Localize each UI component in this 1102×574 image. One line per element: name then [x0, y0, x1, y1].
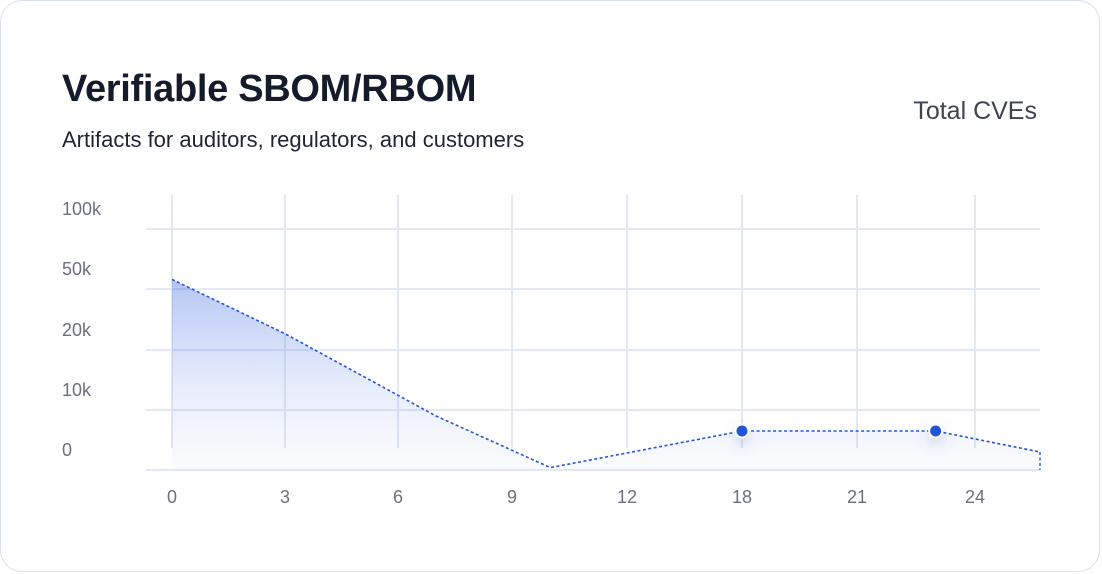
- chart-markers: [734, 423, 944, 439]
- data-point-dot: [930, 425, 942, 437]
- y-tick-100k: 100k: [62, 199, 102, 219]
- data-point-x-23: [928, 423, 944, 439]
- y-tick-0: 0: [62, 440, 72, 460]
- x-tick-12: 12: [617, 487, 637, 507]
- data-point-x-18: [734, 423, 750, 439]
- x-tick-3: 3: [280, 487, 290, 507]
- y-tick-10k: 10k: [62, 380, 92, 400]
- y-tick-20k: 20k: [62, 320, 92, 340]
- x-tick-6: 6: [393, 487, 403, 507]
- y-tick-50k: 50k: [62, 259, 92, 279]
- legend-total-cves: Total CVEs: [913, 97, 1037, 125]
- x-tick-24: 24: [965, 487, 985, 507]
- card-subtitle: Artifacts for auditors, regulators, and …: [62, 127, 525, 152]
- card-title: Verifiable SBOM/RBOM: [62, 68, 477, 110]
- x-tick-0: 0: [167, 487, 177, 507]
- chart-area-layer: [172, 279, 1040, 470]
- data-point-dot: [736, 425, 748, 437]
- x-tick-18: 18: [732, 487, 752, 507]
- y-axis-ticks: 0 10k 20k 50k 100k: [62, 199, 102, 460]
- chart-line-layer: [171, 278, 1041, 470]
- x-tick-9: 9: [507, 487, 517, 507]
- x-axis-ticks: 0 3 6 9 12 18 21 24: [167, 487, 985, 507]
- series-area-total-cves: [172, 279, 1040, 470]
- x-tick-21: 21: [847, 487, 867, 507]
